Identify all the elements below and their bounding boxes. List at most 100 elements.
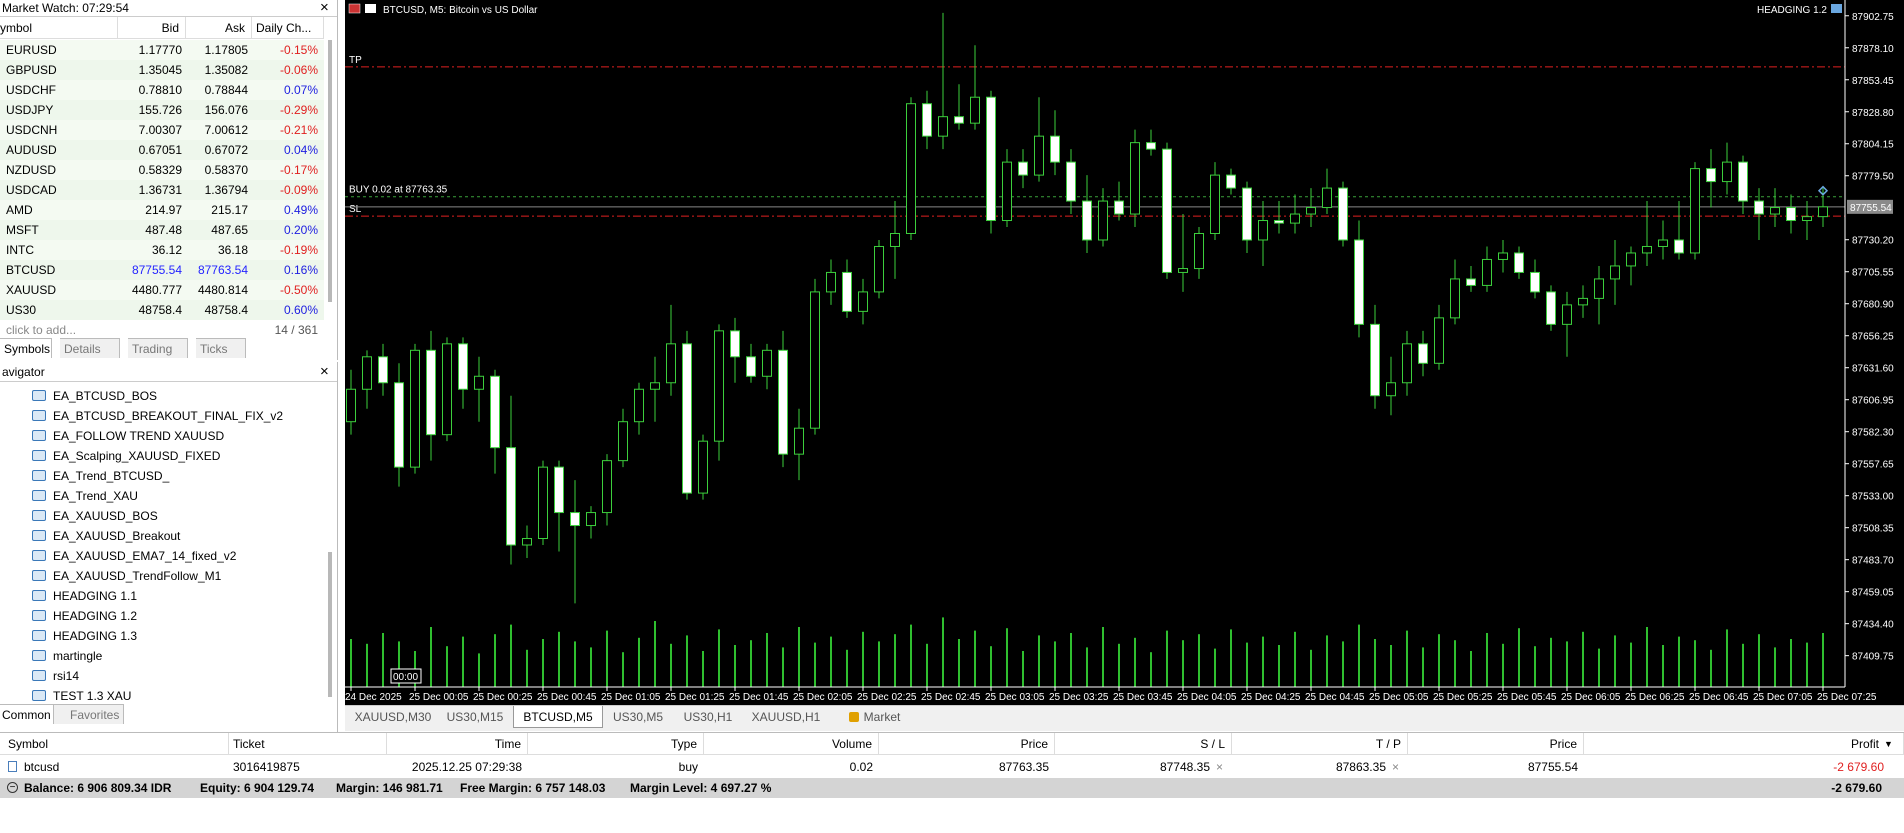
table-header[interactable]: Symbol xyxy=(0,733,229,755)
bid: 214.97 xyxy=(145,203,182,217)
scrollbar xyxy=(328,40,332,302)
close-button[interactable]: × xyxy=(320,363,329,380)
expert-name[interactable]: EA_XAUUSD_EMA7_14_fixed_v2 xyxy=(53,549,237,563)
table-header[interactable]: S / L xyxy=(1055,733,1232,755)
candle-body xyxy=(1050,135,1060,163)
table-cell[interactable]: 0.02 xyxy=(849,760,873,774)
candle-body xyxy=(1322,187,1332,209)
expert-icon[interactable] xyxy=(32,550,46,561)
expert-name[interactable]: EA_Trend_BTCUSD_ xyxy=(53,469,170,483)
row-background[interactable] xyxy=(0,40,324,60)
expert-icon[interactable] xyxy=(32,570,46,581)
row-background[interactable] xyxy=(0,300,324,320)
expert-name[interactable]: EA_FOLLOW TREND XAUUSD xyxy=(53,429,225,443)
panel-tab[interactable]: Common xyxy=(0,704,54,724)
panel-tab[interactable]: Ticks xyxy=(196,338,246,358)
table-header[interactable]: Time xyxy=(387,733,528,755)
row-background[interactable] xyxy=(0,280,324,300)
expert-icon[interactable] xyxy=(32,690,46,701)
expert-icon[interactable] xyxy=(32,510,46,521)
remove-button[interactable]: × xyxy=(1392,760,1400,774)
candle-body xyxy=(1450,278,1460,319)
expert-name[interactable]: TEST 1.3 XAU xyxy=(53,689,132,703)
chart-tab[interactable]: US30,M5 xyxy=(612,710,664,724)
table-cell[interactable]: 87755.54 xyxy=(1527,760,1578,774)
expert-icon[interactable] xyxy=(32,530,46,541)
panel-tab[interactable]: Details xyxy=(60,338,120,358)
table-header[interactable]: Profit xyxy=(1584,733,1904,755)
row-background[interactable] xyxy=(0,160,324,180)
close-button[interactable]: × xyxy=(320,0,329,16)
expert-icon[interactable] xyxy=(32,450,46,461)
row-background[interactable] xyxy=(0,220,324,240)
row-background[interactable] xyxy=(0,100,324,120)
add-hint[interactable]: click to add... xyxy=(6,323,77,337)
table-header[interactable]: Ticket xyxy=(229,733,387,755)
expert-icon[interactable] xyxy=(32,630,46,641)
table-cell[interactable]: 87748.35 xyxy=(1159,760,1210,774)
expert-name[interactable]: EA_BTCUSD_BREAKOUT_FINAL_FIX_v2 xyxy=(53,409,284,423)
expert-name[interactable]: martingle xyxy=(53,649,103,663)
sort-arrow: ▼ xyxy=(1884,739,1893,749)
row-background[interactable] xyxy=(0,80,324,100)
expert-name[interactable]: EA_XAUUSD_TrendFollow_M1 xyxy=(53,569,222,583)
expert-icon[interactable] xyxy=(32,590,46,601)
expert-icon[interactable] xyxy=(32,470,46,481)
table-cell[interactable]: 87863.35 xyxy=(1335,760,1386,774)
table-header[interactable]: Price xyxy=(879,733,1055,755)
table-header[interactable]: Volume xyxy=(704,733,879,755)
table-header[interactable]: Price xyxy=(1408,733,1584,755)
row-background[interactable] xyxy=(0,140,324,160)
expert-name[interactable]: HEADGING 1.1 xyxy=(53,589,138,603)
row-background[interactable] xyxy=(0,180,324,200)
expert-icon[interactable] xyxy=(32,390,46,401)
row-background[interactable] xyxy=(0,200,324,220)
table-cell[interactable]: buy xyxy=(678,760,698,774)
chart-tab[interactable]: Market xyxy=(863,710,901,724)
expert-icon[interactable] xyxy=(32,430,46,441)
bid: 48758.4 xyxy=(138,303,182,317)
panel-tab[interactable]: Trading xyxy=(128,338,188,358)
expert-name[interactable]: rsi14 xyxy=(53,669,80,683)
chart-tab[interactable]: US30,H1 xyxy=(683,710,733,724)
panel-tab[interactable]: Symbols xyxy=(0,338,52,358)
y-tick-label: 87828.80 xyxy=(1852,108,1894,119)
row-background[interactable] xyxy=(0,120,324,140)
chart-tab[interactable]: XAUUSD,M30 xyxy=(354,710,432,724)
panel-tab[interactable]: Favorites xyxy=(54,704,124,724)
expert-name[interactable]: HEADGING 1.3 xyxy=(53,629,138,643)
row-background[interactable] xyxy=(0,240,324,260)
candle-body xyxy=(1386,382,1396,397)
table-cell[interactable]: btcusd xyxy=(24,760,60,774)
expert-name[interactable]: EA_BTCUSD_BOS xyxy=(53,389,158,403)
table-header[interactable]: T / P xyxy=(1232,733,1408,755)
expert-name[interactable]: HEADGING 1.2 xyxy=(53,609,138,623)
chart-tab[interactable]: BTCUSD,M5 xyxy=(513,706,603,728)
chart-tab[interactable]: XAUUSD,H1 xyxy=(751,710,821,724)
y-tick-label: 87533.00 xyxy=(1852,492,1894,503)
row-background[interactable] xyxy=(0,260,324,280)
candle-body xyxy=(970,96,980,124)
expert-icon[interactable] xyxy=(32,650,46,661)
table-header[interactable]: Type xyxy=(528,733,704,755)
expert-name[interactable]: EA_XAUUSD_BOS xyxy=(53,509,158,523)
expert-name[interactable]: EA_Scalping_XAUUSD_FIXED xyxy=(53,449,221,463)
table-cell[interactable]: 3016419875 xyxy=(233,760,300,774)
remove-button[interactable]: × xyxy=(1216,760,1224,774)
expert-icon[interactable] xyxy=(32,410,46,421)
ask: 0.67072 xyxy=(204,143,248,157)
table-cell[interactable]: 87763.35 xyxy=(998,760,1049,774)
candle-body xyxy=(698,440,708,494)
table-cell[interactable]: -2 679.60 xyxy=(1833,760,1884,774)
collapse-icon[interactable]: − xyxy=(7,782,18,793)
table-cell[interactable]: 2025.12.25 07:29:38 xyxy=(411,760,522,774)
expert-icon[interactable] xyxy=(32,490,46,501)
row-background[interactable] xyxy=(0,60,324,80)
expert-icon[interactable] xyxy=(32,610,46,621)
chart-tab[interactable]: US30,M15 xyxy=(446,710,504,724)
expert-icon[interactable] xyxy=(32,670,46,681)
expert-name[interactable]: EA_XAUUSD_Breakout xyxy=(53,529,181,543)
expert-label: HEADGING 1.2 xyxy=(1757,5,1827,16)
expert-name[interactable]: EA_Trend_XAU xyxy=(53,489,138,503)
